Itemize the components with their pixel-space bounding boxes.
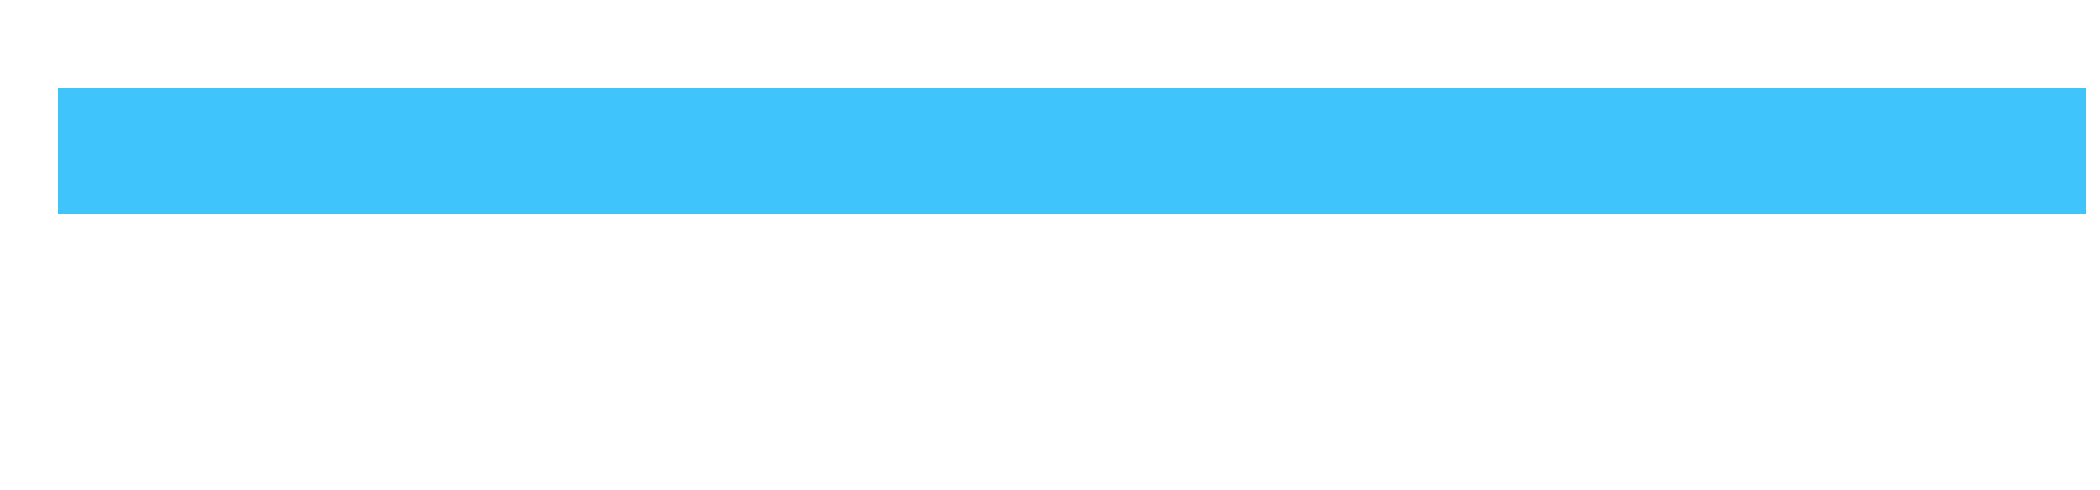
progress-bar-track[interactable] bbox=[58, 88, 2086, 214]
progress-bar-fill bbox=[58, 88, 2086, 214]
